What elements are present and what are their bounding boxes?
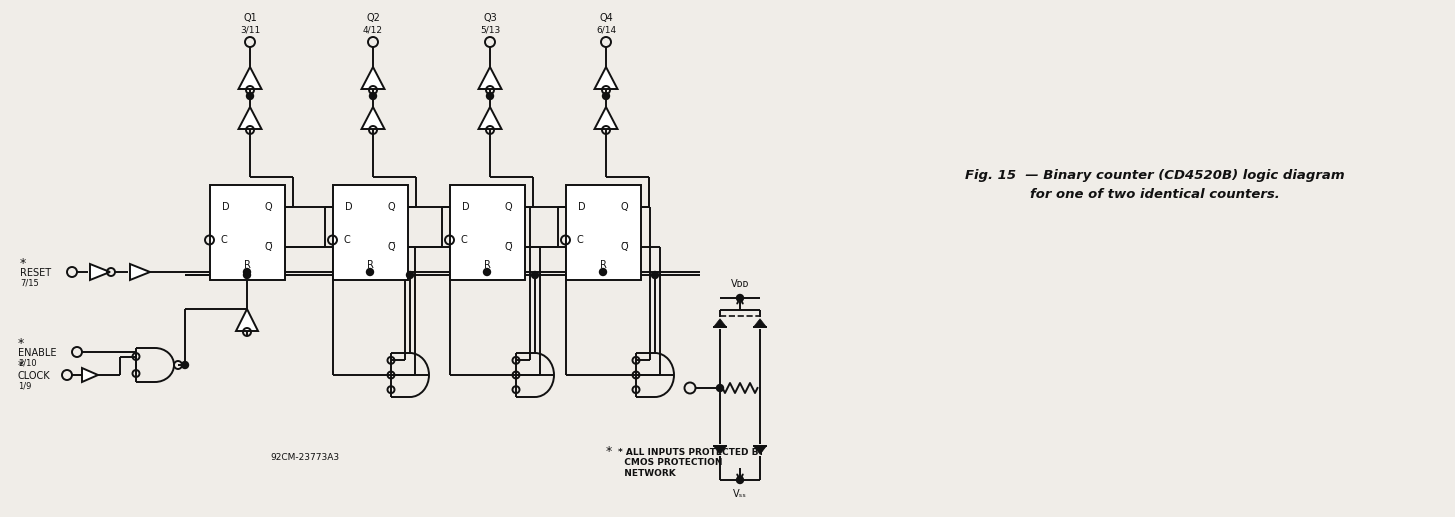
Circle shape <box>486 93 493 99</box>
Text: 5/13: 5/13 <box>480 25 501 35</box>
Polygon shape <box>713 446 726 454</box>
Text: Vₛₛ: Vₛₛ <box>733 489 746 499</box>
Circle shape <box>652 271 659 279</box>
Circle shape <box>406 271 413 279</box>
Text: ENABLE: ENABLE <box>17 348 57 358</box>
Text: RESET: RESET <box>20 268 51 278</box>
Text: Q̅: Q̅ <box>265 242 272 252</box>
Text: Fig. 15  — Binary counter (CD4520B) logic diagram: Fig. 15 — Binary counter (CD4520B) logic… <box>965 169 1344 181</box>
Text: *: * <box>20 257 26 270</box>
Polygon shape <box>595 67 617 89</box>
Text: Q̅: Q̅ <box>387 242 396 252</box>
Text: D: D <box>578 202 585 212</box>
Text: Q: Q <box>387 202 396 212</box>
Text: D: D <box>461 202 470 212</box>
Text: R: R <box>599 260 607 270</box>
Text: Q: Q <box>265 202 272 212</box>
Text: *: * <box>605 446 613 459</box>
Circle shape <box>736 295 744 301</box>
Text: CLOCK: CLOCK <box>17 371 51 381</box>
Circle shape <box>182 361 189 369</box>
Text: *: * <box>17 359 25 373</box>
Bar <box>333 185 407 280</box>
Text: Q: Q <box>505 202 512 212</box>
Polygon shape <box>236 309 258 331</box>
Circle shape <box>367 268 374 276</box>
Polygon shape <box>754 319 767 327</box>
Text: 4/12: 4/12 <box>362 25 383 35</box>
Text: 92CM-23773A3: 92CM-23773A3 <box>271 453 339 463</box>
Polygon shape <box>239 67 262 89</box>
Text: 1/9: 1/9 <box>17 382 32 390</box>
Text: C: C <box>220 235 227 245</box>
Polygon shape <box>479 107 502 129</box>
Text: C: C <box>343 235 349 245</box>
Text: R: R <box>244 260 250 270</box>
Text: Q̅: Q̅ <box>621 242 629 252</box>
Text: 6/14: 6/14 <box>597 25 615 35</box>
Circle shape <box>602 93 610 99</box>
Text: R: R <box>367 260 374 270</box>
Circle shape <box>246 93 253 99</box>
Circle shape <box>243 268 250 276</box>
Text: Q̅: Q̅ <box>505 242 512 252</box>
Polygon shape <box>90 264 111 280</box>
Text: Q3: Q3 <box>483 13 496 23</box>
Polygon shape <box>361 107 384 129</box>
Polygon shape <box>713 319 726 327</box>
Text: C: C <box>576 235 583 245</box>
Text: for one of two identical counters.: for one of two identical counters. <box>1030 189 1280 202</box>
Circle shape <box>599 268 607 276</box>
Text: Vᴅᴅ: Vᴅᴅ <box>730 279 749 289</box>
Polygon shape <box>129 264 150 280</box>
Text: Q: Q <box>621 202 629 212</box>
Text: D: D <box>345 202 352 212</box>
Text: Q1: Q1 <box>243 13 258 23</box>
Text: 3/11: 3/11 <box>240 25 260 35</box>
Text: Q4: Q4 <box>599 13 613 23</box>
Text: *: * <box>17 337 25 349</box>
Bar <box>210 185 285 280</box>
Polygon shape <box>754 446 767 454</box>
Circle shape <box>243 271 250 279</box>
Polygon shape <box>239 107 262 129</box>
Polygon shape <box>479 67 502 89</box>
Circle shape <box>531 271 538 279</box>
Circle shape <box>370 93 377 99</box>
Text: D: D <box>221 202 230 212</box>
Text: R: R <box>485 260 490 270</box>
Circle shape <box>736 477 744 483</box>
Text: C: C <box>460 235 467 245</box>
Text: 2/10: 2/10 <box>17 358 36 368</box>
Text: Q2: Q2 <box>367 13 380 23</box>
Polygon shape <box>595 107 617 129</box>
Circle shape <box>716 385 723 391</box>
Bar <box>566 185 640 280</box>
Text: * ALL INPUTS PROTECTED BY
  CMOS PROTECTION
  NETWORK: * ALL INPUTS PROTECTED BY CMOS PROTECTIO… <box>618 448 764 478</box>
Bar <box>450 185 524 280</box>
Polygon shape <box>81 368 97 382</box>
Circle shape <box>483 268 490 276</box>
Text: 7/15: 7/15 <box>20 279 39 287</box>
Polygon shape <box>361 67 384 89</box>
